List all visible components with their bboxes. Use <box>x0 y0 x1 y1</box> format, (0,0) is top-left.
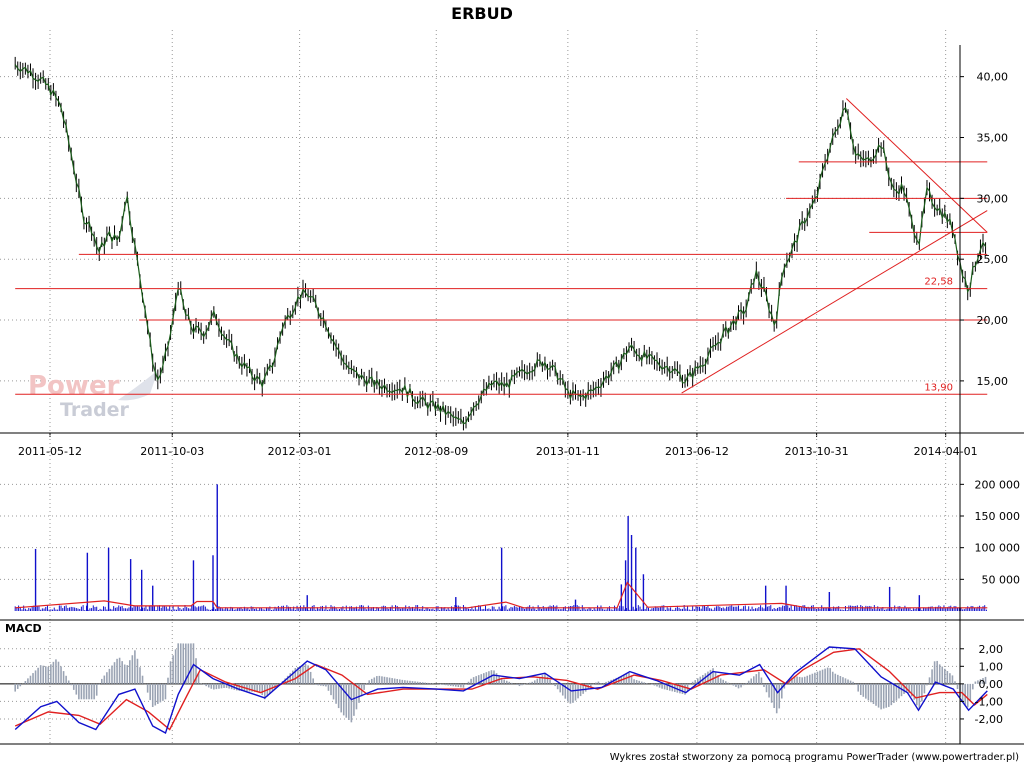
macd-lines <box>14 646 988 735</box>
signal-line <box>14 648 988 731</box>
y-tick-label: 100 000 <box>975 542 1021 555</box>
watermark-trader: Trader <box>60 399 130 421</box>
y-tick-label: 50 000 <box>982 573 1021 586</box>
y-tick-label: 2,00 <box>979 643 1004 656</box>
volume-average-path <box>15 581 988 609</box>
volume-gridlines <box>0 435 960 620</box>
y-tick-label: 25,00 <box>977 253 1009 266</box>
macd-panel: MACD -2,00 -1,00 0,00 1,00 2,00 <box>0 622 1003 744</box>
y-tick-label: 20,00 <box>977 314 1009 327</box>
footer-credit: Wykres został stworzony za pomocą progra… <box>610 752 1019 763</box>
y-tick-label: 35,00 <box>977 131 1009 144</box>
macd-histogram <box>14 643 987 723</box>
price-annotations: 22,58 13,90 <box>15 98 988 395</box>
macd-line <box>14 646 988 735</box>
level-label: 22,58 <box>924 277 953 288</box>
y-tick-label: 200 000 <box>975 478 1021 491</box>
y-tick-label: -2,00 <box>975 713 1003 726</box>
macd-y-axis: -2,00 -1,00 0,00 1,00 2,00 <box>960 643 1003 726</box>
chart-title: ERBUD <box>451 4 513 23</box>
level-label: 13,90 <box>924 382 953 393</box>
price-y-axis: 15,00 20,00 25,00 30,00 35,00 40,00 <box>960 71 1008 388</box>
trend-line <box>681 210 988 394</box>
volume-y-axis: 50 000 100 000 150 000 200 000 <box>960 478 1020 586</box>
y-tick-label: 30,00 <box>977 192 1009 205</box>
watermark-power: Power <box>28 371 120 401</box>
price-line <box>14 64 987 425</box>
price-series <box>14 56 987 431</box>
price-panel: Power Trader 22,58 13,90 15,00 20,00 25,00 3… <box>0 30 1008 458</box>
macd-label: MACD <box>5 622 42 635</box>
volume-average-line <box>15 581 988 609</box>
powertrader-watermark: Power Trader <box>28 370 158 421</box>
watermark-swoosh-icon <box>118 370 158 401</box>
y-tick-label: 15,00 <box>977 375 1009 388</box>
y-tick-label: 0,00 <box>979 678 1004 691</box>
y-tick-label: -1,00 <box>975 695 1003 708</box>
volume-panel: 50 000 100 000 150 000 200 000 <box>0 435 1020 620</box>
y-tick-label: 150 000 <box>975 510 1021 523</box>
y-tick-label: 1,00 <box>979 660 1004 673</box>
trend-line <box>845 98 988 233</box>
y-tick-label: 40,00 <box>977 71 1009 84</box>
